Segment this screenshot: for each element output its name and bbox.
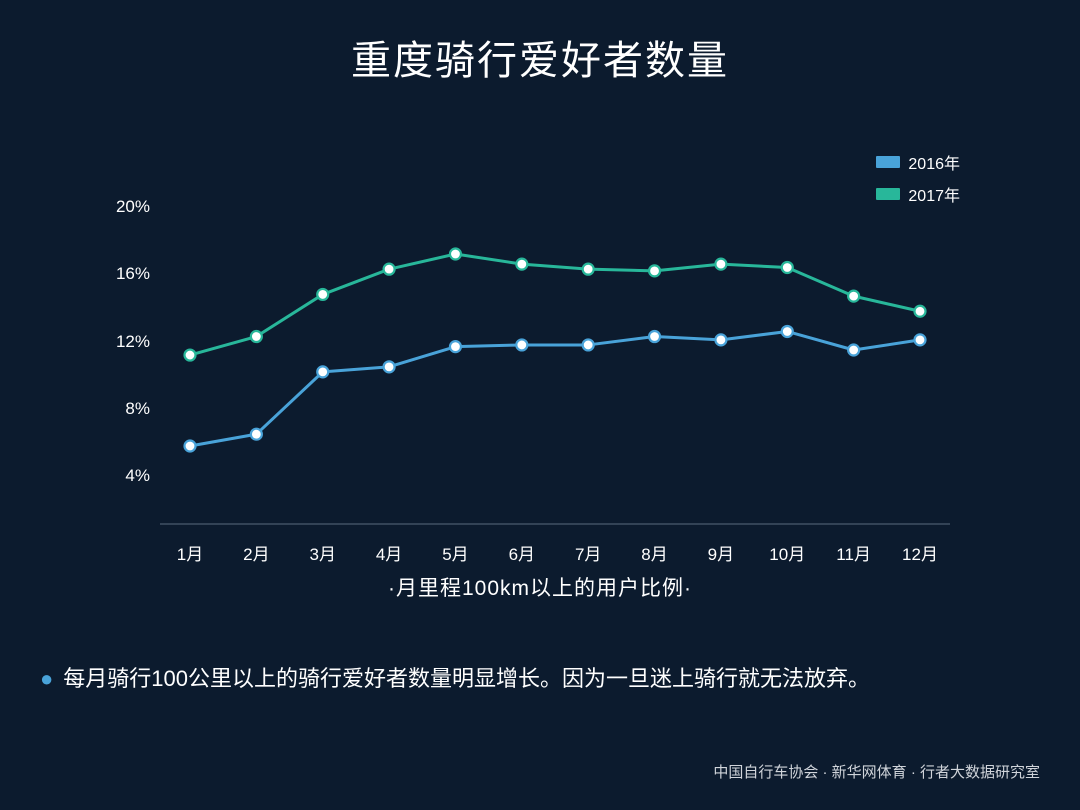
data-point xyxy=(782,262,793,273)
x-tick: 7月 xyxy=(575,540,601,565)
footer-credit: 中国自行车协会 · 新华网体育 · 行者大数据研究室 xyxy=(713,761,1040,782)
data-point xyxy=(782,326,793,337)
data-point xyxy=(848,345,859,356)
data-point xyxy=(384,361,395,372)
data-point xyxy=(317,289,328,300)
x-tick: 9月 xyxy=(708,540,734,565)
data-point xyxy=(450,341,461,352)
series-line xyxy=(190,254,920,355)
data-point xyxy=(251,429,262,440)
note-bullet-icon: ● xyxy=(40,660,53,697)
x-tick: 3月 xyxy=(309,540,335,565)
data-point xyxy=(848,291,859,302)
note-text: 每月骑行100公里以上的骑行爱好者数量明显增长。因为一旦迷上骑行就无法放弃。 xyxy=(63,660,870,697)
y-tick: 8% xyxy=(100,399,150,419)
x-tick: 10月 xyxy=(769,540,805,565)
data-point xyxy=(516,259,527,270)
series-line xyxy=(190,331,920,446)
x-tick: 11月 xyxy=(836,540,871,565)
data-point xyxy=(583,339,594,350)
data-point xyxy=(583,264,594,275)
x-tick: 4月 xyxy=(376,540,402,565)
y-tick: 20% xyxy=(100,197,150,217)
x-tick: 8月 xyxy=(641,540,667,565)
data-point xyxy=(185,441,196,452)
data-point xyxy=(649,265,660,276)
data-point xyxy=(251,331,262,342)
x-tick: 1月 xyxy=(177,540,203,565)
plot-area xyxy=(160,190,950,510)
legend-item-2016: 2016年 xyxy=(876,150,960,174)
note: ● 每月骑行100公里以上的骑行爱好者数量明显增长。因为一旦迷上骑行就无法放弃。 xyxy=(40,660,1040,697)
x-tick: 12月 xyxy=(902,540,938,565)
data-point xyxy=(915,306,926,317)
y-tick: 16% xyxy=(100,264,150,284)
chart-container: 2016年 2017年 4%8%12%16%20% 1月2月3月4月5月6月7月… xyxy=(100,150,980,590)
data-point xyxy=(715,334,726,345)
data-point xyxy=(384,264,395,275)
x-tick: 6月 xyxy=(509,540,535,565)
data-point xyxy=(450,249,461,260)
data-point xyxy=(715,259,726,270)
x-tick: 5月 xyxy=(442,540,468,565)
data-point xyxy=(185,350,196,361)
data-point xyxy=(915,334,926,345)
legend-swatch-2016 xyxy=(876,156,900,168)
page-title: 重度骑行爱好者数量 xyxy=(0,0,1080,86)
data-point xyxy=(516,339,527,350)
chart-subtitle: ·月里程100km以上的用户比例· xyxy=(100,572,980,602)
data-point xyxy=(649,331,660,342)
x-tick: 2月 xyxy=(243,540,269,565)
y-tick: 4% xyxy=(100,466,150,486)
data-point xyxy=(317,366,328,377)
y-tick: 12% xyxy=(100,332,150,352)
legend-label-2016: 2016年 xyxy=(908,150,960,174)
chart-svg xyxy=(160,190,950,510)
